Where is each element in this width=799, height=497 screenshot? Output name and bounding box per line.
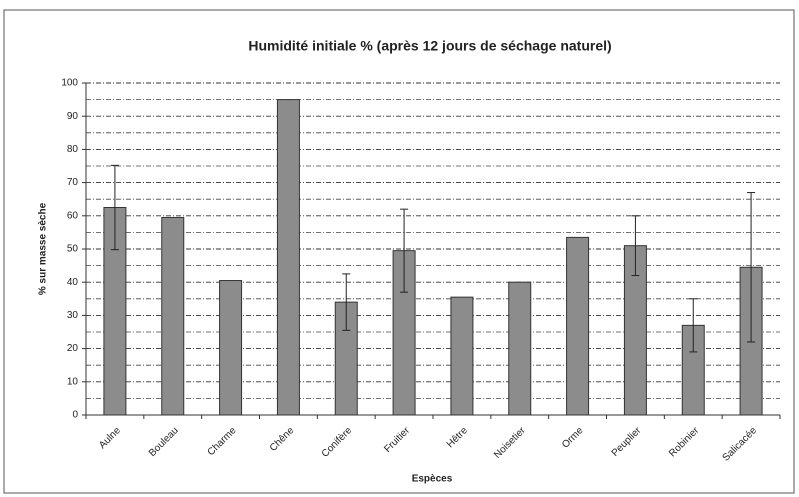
- y-tick-label: 50: [67, 244, 79, 255]
- y-tick-label: 10: [67, 376, 79, 387]
- y-tick-label: 70: [67, 177, 79, 188]
- y-tick-label: 20: [67, 343, 79, 354]
- chart-frame: [3, 9, 795, 494]
- bar: [219, 280, 243, 416]
- y-tick-label: 30: [67, 310, 79, 321]
- x-tick-label: Robinier: [667, 425, 702, 460]
- x-tick-label: Conifère: [320, 425, 355, 460]
- x-tick-label: Orme: [560, 425, 586, 451]
- bar: [508, 281, 532, 416]
- x-axis-title: Espèces: [412, 474, 453, 485]
- bar: [161, 216, 185, 416]
- y-tick-label: 90: [67, 111, 79, 122]
- x-tick-label: Charme: [206, 425, 239, 458]
- x-tick-label: Fruitier: [382, 425, 412, 455]
- y-tick-label: 0: [72, 410, 78, 421]
- x-tick-label: Aulne: [97, 425, 123, 451]
- y-tick-label: 60: [67, 210, 79, 221]
- chart-title: Humidité initiale % (après 12 jours de s…: [248, 38, 611, 54]
- x-tick-label: Salicacée: [721, 425, 760, 464]
- x-tick-label: Hêtre: [445, 425, 470, 450]
- x-tick-label: Noisetier: [492, 425, 528, 461]
- y-tick-label: 80: [67, 144, 79, 155]
- y-tick-label: 100: [61, 78, 78, 89]
- bar: [276, 99, 300, 416]
- x-tick-label: Bouleau: [147, 425, 181, 459]
- bar: [566, 236, 590, 416]
- y-tick-label: 40: [67, 277, 79, 288]
- bar: [450, 296, 474, 416]
- x-tick-label: Chêne: [268, 425, 297, 454]
- x-tick-label: Peuplier: [610, 425, 644, 459]
- y-axis-title: % sur masse sèche: [38, 202, 49, 295]
